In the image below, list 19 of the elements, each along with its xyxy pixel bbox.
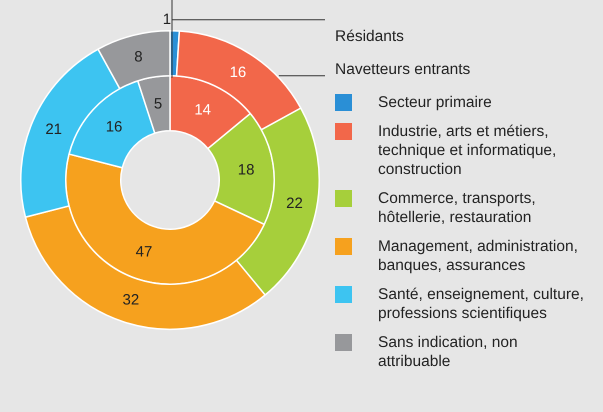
data-label: 32 bbox=[122, 292, 140, 309]
legend-label: Commerce, transports, hôtellerie, restauration bbox=[378, 189, 537, 227]
legend-label: Management, administration, banques, assurances bbox=[378, 237, 579, 275]
data-label: 21 bbox=[45, 120, 62, 138]
legend-label: Secteur primaire bbox=[378, 93, 492, 112]
legend-label: Sans indication, non attribuable bbox=[378, 333, 519, 371]
legend-label: Santé, enseignement, culture, professions scientifiques bbox=[378, 285, 585, 323]
data-label: 16 bbox=[230, 64, 246, 82]
legend-label: Industrie, arts et métiers, technique et informatique, construction bbox=[378, 122, 558, 179]
data-label: 14 bbox=[194, 102, 212, 119]
data-label: 5 bbox=[154, 95, 162, 112]
data-label: 8 bbox=[134, 48, 143, 66]
data-label: 22 bbox=[286, 194, 303, 212]
data-label: 16 bbox=[106, 118, 122, 136]
data-label: 18 bbox=[238, 162, 254, 179]
data-label: 1 bbox=[162, 10, 172, 28]
data-label: 47 bbox=[136, 243, 152, 260]
slice-label: Résidants bbox=[335, 28, 404, 46]
slice-label: Navetteurs entrants bbox=[335, 61, 471, 78]
